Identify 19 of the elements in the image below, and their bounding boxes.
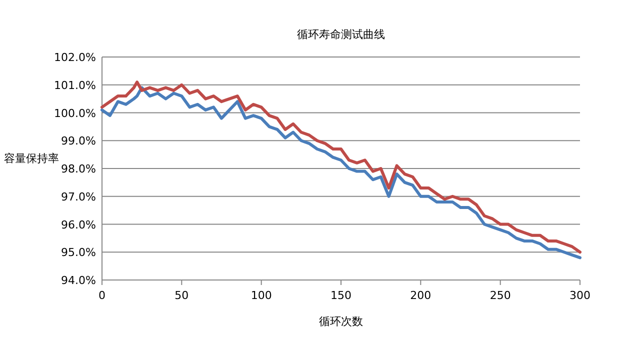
y-tick-label: 100.0% [54, 106, 96, 120]
x-tick-label: 200 [410, 289, 432, 302]
y-axis-title: 容量保持率 [4, 152, 59, 165]
y-tick-label: 95.0% [61, 246, 96, 260]
x-axis-title: 循环次数 [319, 315, 363, 328]
x-tick-label: 150 [330, 289, 352, 302]
y-tick-label: 96.0% [61, 218, 96, 232]
y-tick-label: 101.0% [54, 78, 96, 92]
y-tick-label: 94.0% [61, 274, 96, 287]
x-tick-label: 100 [250, 289, 272, 302]
y-tick-label: 102.0% [54, 51, 96, 64]
y-tick-label: 98.0% [61, 162, 96, 176]
x-tick-label: 50 [174, 289, 189, 302]
x-tick-label: 0 [98, 289, 106, 302]
chart-title: 循环寿命测试曲线 [297, 28, 385, 41]
x-tick-label: 250 [490, 289, 511, 302]
y-tick-label: 99.0% [61, 134, 96, 148]
y-tick-label: 97.0% [61, 190, 96, 204]
x-tick-label: 300 [570, 289, 590, 302]
